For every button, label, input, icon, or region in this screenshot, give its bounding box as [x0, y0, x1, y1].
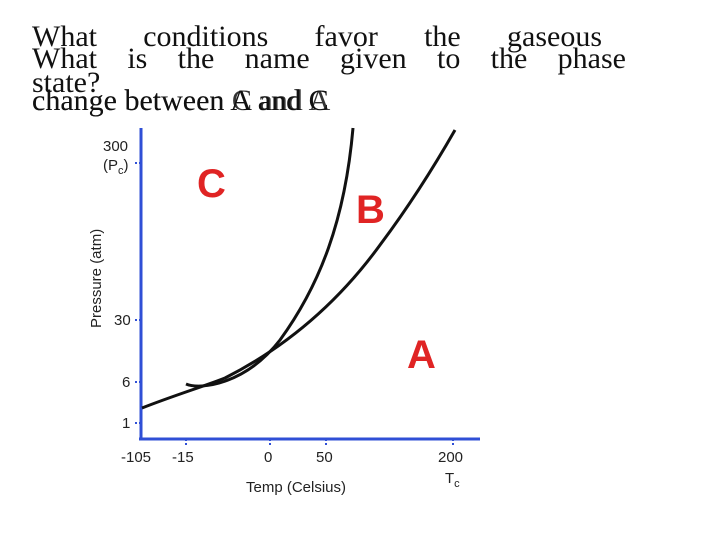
slide-title-question-1: What conditions favor the gaseous [32, 20, 602, 53]
region-label-c: C [197, 162, 226, 206]
sublimation-vaporization-curve [141, 129, 457, 410]
y-tick-300: 300 [103, 138, 128, 155]
x-ticks [185, 439, 454, 446]
x-tick-0: 0 [264, 449, 272, 466]
x-tick-minus105: -105 [121, 449, 151, 466]
region-label-b: B [356, 188, 385, 232]
x-axis-label: Temp (Celsius) [246, 479, 346, 496]
slide-title-question-2: What is the name given to the phase [32, 42, 626, 75]
x-tick-tc: Tc [445, 470, 460, 490]
slide-title-question-2-cont-a: change between A and C [32, 84, 329, 117]
x-tick-50: 50 [316, 449, 333, 466]
region-label-a: A [407, 333, 436, 377]
slide-title-question-2-cont-b: change between C and A [32, 84, 331, 117]
y-tick-6: 6 [122, 374, 130, 391]
y-ticks [135, 162, 141, 424]
fusion-curve [185, 127, 355, 388]
x-tick-200: 200 [438, 449, 463, 466]
y-tick-1: 1 [122, 415, 130, 432]
slide-title-question-1-cont: state? [32, 66, 101, 99]
x-tick-minus15: -15 [172, 449, 194, 466]
y-tick-pc: (Pc) [103, 157, 129, 177]
y-axis-label: Pressure (atm) [88, 229, 105, 328]
y-tick-30: 30 [114, 312, 131, 329]
